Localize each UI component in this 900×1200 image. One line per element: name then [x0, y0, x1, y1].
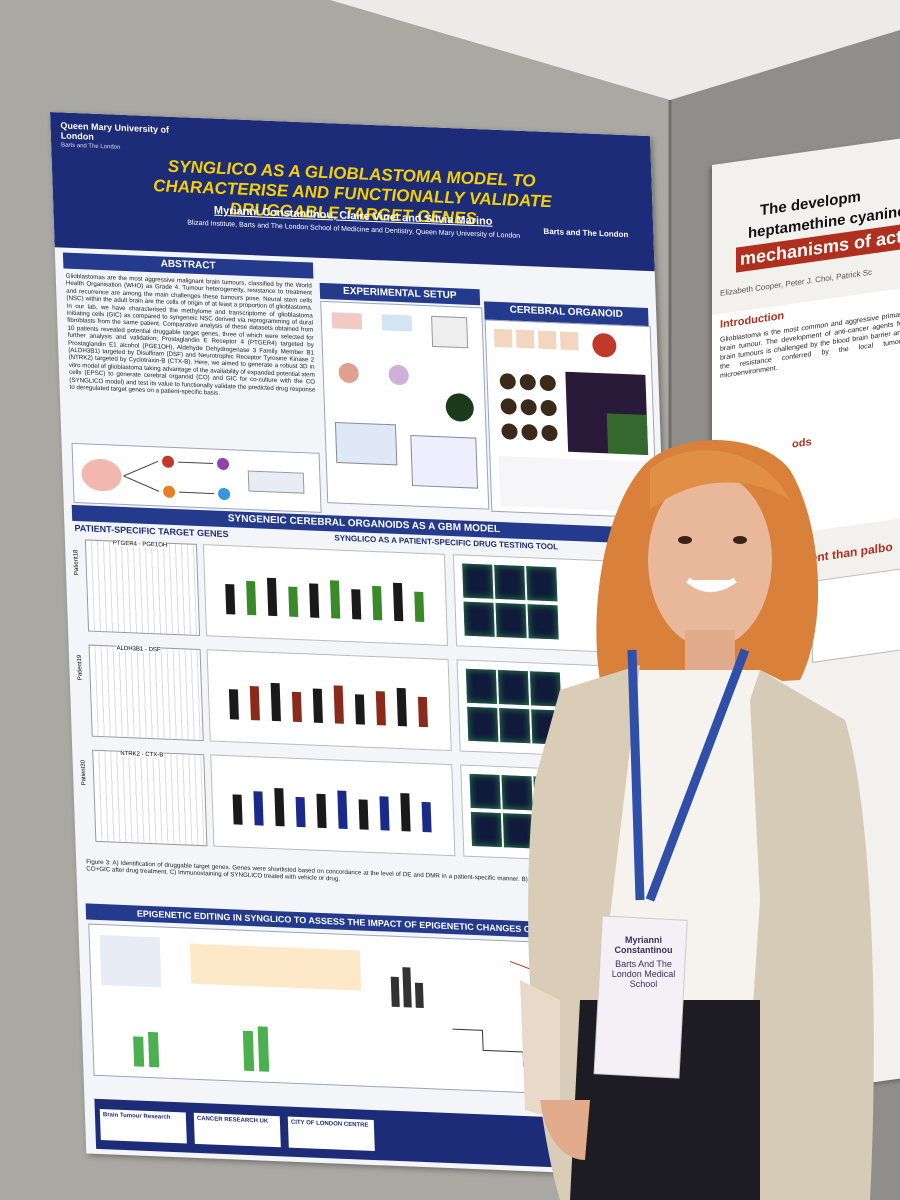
lanyard [627, 648, 750, 902]
badge [593, 915, 688, 1079]
epigenetic-figure [88, 923, 676, 1100]
icon [338, 362, 359, 384]
face [648, 472, 772, 648]
badge-name: Myrianni Constantinou [614, 935, 673, 955]
icon [592, 333, 617, 358]
box [334, 421, 398, 466]
arrows [123, 460, 215, 495]
badge-school: Barts And The London Medical School [611, 959, 676, 989]
smile [686, 577, 737, 592]
cell-icon [162, 455, 175, 468]
setup-diagram [331, 312, 479, 489]
icon [445, 393, 474, 422]
box [99, 934, 162, 988]
organoid-figure [484, 319, 658, 519]
box [410, 434, 479, 489]
box [247, 470, 305, 494]
cell-icon [163, 485, 176, 498]
sleeve [520, 980, 560, 1120]
eye [733, 536, 747, 544]
box [431, 315, 469, 349]
box [381, 314, 413, 332]
abstract-diagram [81, 455, 305, 501]
eye [678, 536, 692, 544]
cell-icon [218, 487, 231, 501]
cell-icon [217, 457, 230, 470]
box [331, 312, 363, 330]
organoid-images [493, 328, 651, 513]
micrograph [606, 413, 649, 456]
caption-area [498, 456, 651, 513]
brain-icon [81, 459, 122, 492]
epigenetic-diagram [99, 934, 601, 1072]
icon [388, 364, 409, 386]
badge-content: Myrianni Constantinou Barts And The Lond… [606, 935, 681, 989]
fringe [650, 450, 790, 510]
box [189, 943, 362, 991]
poster: Queen Mary University of London Barts an… [50, 112, 687, 1178]
cardigan-right [740, 670, 874, 1200]
setup-figure [320, 300, 490, 510]
hand [540, 1100, 590, 1160]
abstract-figure [71, 442, 322, 513]
